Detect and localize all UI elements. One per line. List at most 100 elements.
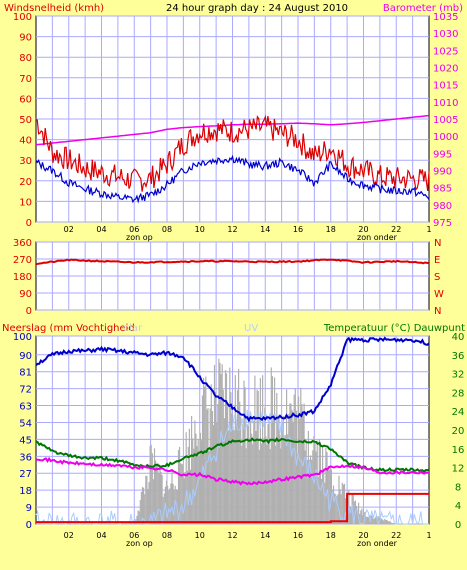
compass-tick-label: W [434, 289, 444, 300]
direction-y-tick-label: 270 [13, 255, 32, 266]
wind-y-tick-label: 30 [19, 156, 32, 167]
barometer-y-tick-label: 1000 [433, 132, 458, 143]
barometer-y-tick-label: 985 [433, 184, 452, 195]
solar-bar [202, 396, 203, 525]
solar-bar [302, 414, 303, 524]
solar-bar [259, 450, 260, 524]
solar-bar [218, 359, 219, 524]
solar-bar [329, 470, 330, 524]
solar-bar [277, 417, 278, 524]
x-tick-label: 12 [227, 225, 237, 234]
temperature-axis-title: Temperatuur (°C) Dauwpunt [323, 323, 465, 334]
solar-bar [260, 378, 261, 524]
solar-bar [323, 469, 324, 524]
solar-bar [388, 522, 389, 525]
solar-bar [180, 463, 181, 524]
solar-bar [257, 390, 258, 524]
x-tick-label: 02 [64, 531, 74, 540]
sunrise-label-bottom: zon op [126, 539, 153, 548]
x-tick-label: 04 [96, 225, 106, 234]
chart-title: 24 hour graph day : 24 August 2010 [166, 3, 348, 14]
solar-bar [253, 421, 254, 524]
barometer-y-tick-label: 975 [433, 218, 452, 229]
solar-bar [267, 424, 268, 524]
barometer-y-tick-label: 1015 [433, 81, 458, 92]
wind-y-tick-label: 90 [19, 33, 32, 44]
solar-bar [338, 476, 339, 524]
solar-bar [189, 429, 190, 524]
solar-bar [326, 452, 327, 524]
humidity-y-tick-label: 72 [19, 385, 32, 396]
solar-bar [207, 408, 208, 524]
solar-bar [211, 384, 212, 524]
solar-bar [221, 374, 222, 524]
solar-bar [216, 422, 217, 524]
barometer-y-tick-label: 995 [433, 149, 452, 160]
solar-bar [324, 483, 325, 524]
x-tick-label: 16 [293, 225, 303, 234]
barometer-y-tick-label: 990 [433, 167, 452, 178]
solar-bar [290, 404, 291, 524]
humidity-y-tick-label: 90 [19, 351, 32, 362]
solar-bar [263, 438, 264, 524]
sunset-label-bottom: zon onder [357, 539, 398, 548]
solar-bar [266, 445, 267, 524]
solar-bar [243, 381, 244, 524]
humidity-y-tick-label: 36 [19, 452, 32, 463]
solar-bar [392, 523, 393, 524]
solar-bar [305, 450, 306, 524]
solar-bar [183, 479, 184, 525]
solar-bar [213, 425, 214, 524]
solar-bar [204, 387, 205, 524]
solar-bar [238, 369, 239, 524]
temperature-y-tick-label: 0 [455, 520, 461, 531]
solar-bar [385, 520, 386, 524]
solar-bar [255, 431, 256, 524]
solar-bar [122, 523, 123, 524]
solar-bar [186, 432, 187, 524]
wind-y-tick-label: 60 [19, 94, 32, 105]
solar-bar [391, 523, 392, 524]
wind-y-tick-label: 20 [19, 177, 32, 188]
solar-bar [300, 388, 301, 524]
solar-bar [214, 365, 215, 524]
temperature-y-tick-label: 4 [455, 501, 461, 512]
solar-bar [264, 408, 265, 525]
x-tick-label: 04 [96, 531, 106, 540]
solar-bar [390, 521, 391, 524]
solar-bar [289, 403, 290, 524]
solar-bar [360, 511, 361, 525]
solar-bar [306, 439, 307, 524]
x-tick-label: 1 [426, 225, 431, 234]
x-tick-label: 18 [326, 225, 336, 234]
solar-bar [366, 517, 367, 524]
solar-bar [226, 373, 227, 524]
solar-bar [230, 392, 231, 524]
solar-bar [148, 482, 149, 524]
solar-bar [188, 447, 189, 524]
solar-bar [236, 420, 237, 524]
wind-y-tick-label: 0 [26, 218, 32, 229]
solar-bar [293, 422, 294, 524]
solar-bar [273, 415, 274, 524]
solar-bar [194, 420, 195, 524]
solar-bar [158, 473, 159, 524]
solar-bar [199, 457, 200, 524]
solar-bar [319, 439, 320, 524]
direction-y-tick-label: 360 [13, 238, 32, 249]
barometer-y-tick-label: 1020 [433, 64, 458, 75]
solar-bar [276, 393, 277, 524]
x-tick-label: 1 [426, 531, 431, 540]
x-tick-label: 10 [195, 531, 205, 540]
wind-y-tick-label: 50 [19, 115, 32, 126]
solar-bar [361, 509, 362, 524]
solar-bar [383, 521, 384, 525]
solar-bar [169, 489, 170, 525]
solar-bar [254, 376, 255, 524]
solar-bar [182, 464, 183, 524]
solar-bar [151, 445, 152, 524]
solar-bar [389, 521, 390, 524]
humidity-y-tick-label: 63 [19, 402, 32, 413]
solar-bar [262, 375, 263, 524]
solar-bar [242, 424, 243, 524]
